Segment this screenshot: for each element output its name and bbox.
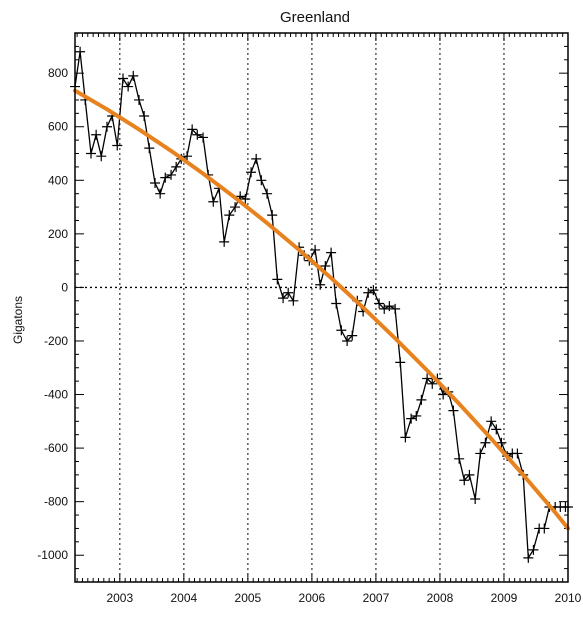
data-point-marker (496, 437, 507, 448)
y-tick-label: 0 (61, 280, 68, 294)
data-point-marker (112, 140, 123, 151)
data-point-marker (390, 303, 401, 314)
data-point-marker (342, 335, 353, 346)
data-point-marker (539, 523, 550, 534)
data-point-marker (470, 493, 481, 504)
x-tick-label: 2008 (427, 591, 454, 605)
data-point-marker (288, 295, 299, 306)
y-tick-label: -200 (44, 334, 68, 348)
data-point-marker (139, 111, 150, 122)
data-point-marker (224, 210, 235, 221)
data-point-marker (374, 298, 385, 309)
data-point-marker (411, 410, 422, 421)
data-point-marker (86, 148, 97, 159)
y-tick-label: -800 (44, 495, 68, 509)
data-point-marker (283, 287, 294, 298)
plot-frame (74, 32, 569, 583)
trend-line (73, 88, 570, 531)
data-point-marker (155, 188, 166, 199)
data-point-marker (406, 413, 417, 424)
data-point-marker (464, 469, 475, 480)
data-point-marker (363, 287, 374, 298)
data-point-marker (331, 298, 342, 309)
data-point-marker (480, 437, 491, 448)
data-point-marker (192, 129, 203, 140)
data-point-marker (123, 81, 134, 92)
data-point-marker (448, 405, 459, 416)
data-point-marker (166, 169, 177, 180)
data-point-marker (320, 260, 331, 271)
data-point-marker (454, 453, 465, 464)
data-point-marker (310, 244, 321, 255)
data-point-marker (102, 121, 113, 132)
data-point-marker (150, 177, 161, 188)
x-tick-label: 2007 (363, 591, 390, 605)
tick-labels: 2003 2004 2005 2006 2007 2008 2009 2010 -1000 -80… (37, 66, 581, 605)
y-tick-label: 400 (48, 173, 68, 187)
y-tick-label: -1000 (37, 548, 68, 562)
x-tick-label: 2010 (555, 591, 582, 605)
data-point-marker (128, 70, 139, 81)
data-point-marker (171, 161, 182, 172)
trend-curve (73, 88, 570, 531)
y-tick-label: 200 (48, 227, 68, 241)
x-tick-label: 2004 (170, 591, 197, 605)
data-point-marker (198, 132, 209, 143)
data-point-marker (256, 175, 267, 186)
data-point-marker (96, 151, 107, 162)
data-point-marker (347, 330, 358, 341)
x-tick-label: 2003 (106, 591, 133, 605)
data-point-marker (400, 432, 411, 443)
data-point-marker (272, 274, 283, 285)
data-point-marker (240, 194, 251, 205)
data-point-marker (91, 129, 102, 140)
data-point-marker (262, 188, 273, 199)
data-point-marker (459, 475, 470, 486)
chart-title: Greenland (280, 9, 350, 26)
data-point-marker (278, 293, 289, 304)
data-point-marker (326, 247, 337, 258)
data-point-marker (187, 124, 198, 135)
data-point-marker (384, 301, 395, 312)
data-point-marker (486, 416, 497, 427)
data-point-marker (134, 94, 145, 105)
data-point-marker (422, 373, 433, 384)
y-tick-label: 800 (48, 66, 68, 80)
data-point-marker (438, 389, 449, 400)
data-point-marker (368, 285, 379, 296)
x-tick-label: 2009 (491, 591, 518, 605)
y-tick-label: -600 (44, 441, 68, 455)
data-point-marker (427, 378, 438, 389)
y-tick-label: -400 (44, 388, 68, 402)
y-tick-label: 600 (48, 120, 68, 134)
data-point-marker (160, 172, 171, 183)
data-point-marker (118, 73, 129, 84)
data-point-marker (75, 46, 86, 57)
data-point-marker (182, 151, 193, 162)
data-point-marker (395, 357, 406, 368)
data-point-marker (523, 552, 534, 563)
x-tick-label: 2006 (299, 591, 326, 605)
data-point-marker (379, 303, 390, 314)
data-point-marker (246, 167, 257, 178)
y-axis-label: Gigatons (11, 296, 25, 344)
data-point-marker (475, 448, 486, 459)
series-line (74, 51, 568, 560)
data-point-marker (315, 279, 326, 290)
data-point-marker (230, 202, 241, 213)
data-point-marker (528, 544, 539, 555)
data-point-marker (491, 424, 502, 435)
data-point-marker (219, 236, 230, 247)
data-point-marker (251, 153, 262, 164)
data-point-marker (512, 448, 523, 459)
data-point-marker (208, 196, 219, 207)
data-point-marker (144, 143, 155, 154)
grid-lines (119, 33, 505, 582)
x-tick-label: 2005 (235, 591, 262, 605)
data-point-marker (267, 210, 278, 221)
data-point-marker (416, 394, 427, 405)
data-point-marker (336, 325, 347, 336)
